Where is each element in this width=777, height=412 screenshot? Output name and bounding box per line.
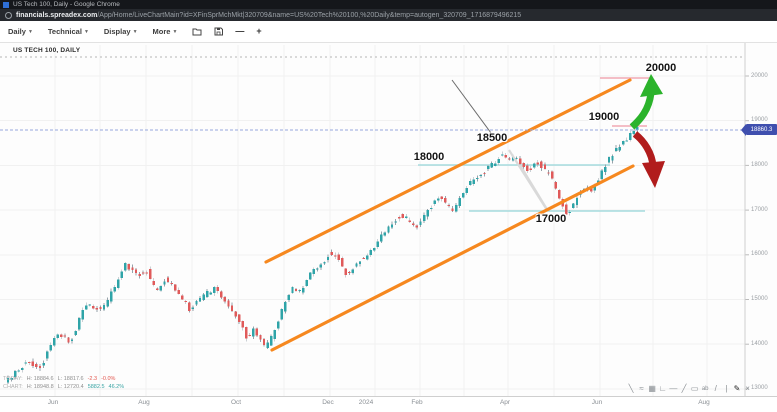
trend-channel (264, 78, 635, 352)
url-path: /App/Home/LiveChartMain?id=XFinSprMchMkt… (97, 11, 522, 19)
x-axis-tick-label: Feb (411, 399, 423, 406)
horizontal-line-tool-icon[interactable]: — (669, 384, 678, 393)
price-level-label: 19000 (588, 111, 620, 123)
candles-layer (6, 124, 639, 385)
y-axis-tick-label: 14000 (751, 340, 768, 347)
today-change-pct: -0.0% (101, 376, 116, 382)
up-arrow-icon (629, 92, 655, 130)
x-axis-tick-label: Oct (230, 399, 242, 406)
menu-daily[interactable]: Daily ▼ (8, 27, 33, 36)
today-change: -2.3 (87, 376, 98, 382)
browser-url-bar[interactable]: financials.spreadex.com/App/Home/LiveCha… (0, 9, 777, 21)
menu-technical[interactable]: Technical ▼ (47, 27, 89, 36)
delete-drawing-icon[interactable]: × (745, 384, 750, 393)
url-text[interactable]: financials.spreadex.com/App/Home/LiveCha… (16, 12, 521, 19)
pen-tool-icon[interactable]: ✎ (733, 384, 741, 393)
y-axis-tick-label: 18000 (751, 161, 768, 168)
x-axis-tick-label: Dec (322, 399, 334, 406)
legend-today-label: TODAY: (3, 376, 23, 382)
price-level-label: 17000 (535, 213, 567, 225)
save-chart-button[interactable] (214, 27, 224, 36)
down-arrow-icon (632, 131, 657, 167)
x-axis-tick-label: Apr (499, 399, 511, 406)
site-favicon (3, 1, 9, 8)
chevron-down-icon: ▼ (27, 28, 33, 35)
chart-menubar: Daily ▼ Technical ▼ Display ▼ More ▼ — + (0, 21, 777, 43)
window-title: US Tech 100, Daily - Google Chrome (13, 1, 120, 8)
gridlines (0, 45, 745, 396)
chart-change: 5882.5 (87, 383, 105, 390)
current-price-badge: 18860.3 (746, 124, 777, 135)
price-level-label: 18000 (413, 151, 445, 163)
url-domain: financials.spreadex.com (16, 11, 98, 19)
zoom-out-button[interactable]: — (235, 26, 245, 36)
chevron-down-icon: ▼ (132, 28, 138, 35)
y-axis-tick-label: 16000 (751, 251, 768, 258)
x-axis-tick-label: Aug (138, 399, 150, 406)
x-axis-tick-label: Jun (47, 399, 59, 406)
rectangle-tool-icon[interactable]: ▭ (690, 384, 699, 393)
chevron-down-icon: ▼ (83, 28, 89, 35)
y-axis-tick-label: 20000 (751, 72, 768, 79)
site-info-icon[interactable] (5, 11, 12, 19)
x-axis-tick-label: Jun (591, 399, 603, 406)
diagonal-tool-icon[interactable]: / (714, 384, 717, 393)
text-tool-icon[interactable]: ab (701, 386, 709, 392)
y-axis-tick-label: 19000 (751, 117, 768, 124)
price-level-label: 20000 (645, 62, 677, 74)
chart-title: US TECH 100, DAILY (13, 47, 81, 54)
regression-tool-icon[interactable]: ∟ (658, 384, 667, 393)
grid-tool-icon[interactable]: ▦ (648, 384, 656, 393)
price-badge-notch (741, 124, 746, 136)
x-axis-tick-label: 2024 (358, 399, 374, 406)
toolbar-separator: | (725, 384, 728, 393)
chevron-down-icon: ▼ (172, 28, 178, 35)
chart-change-pct: 46.2% (108, 383, 125, 390)
price-level-label: 18500 (476, 132, 508, 144)
open-chart-button[interactable] (192, 27, 202, 36)
trendline-tool-icon[interactable]: ╲ (628, 384, 634, 393)
legend-chart-label: CHART: (3, 383, 23, 390)
window-titlebar: US Tech 100, Daily - Google Chrome (0, 0, 777, 9)
menu-more[interactable]: More ▼ (152, 27, 178, 36)
polyline-tool-icon[interactable]: ≈ (639, 384, 644, 393)
x-axis-tick-label: Aug (698, 399, 710, 406)
y-axis-tick-label: 15000 (751, 296, 768, 302)
ray-tool-icon[interactable]: ╱ (681, 384, 687, 393)
y-axis-tick-label: 13000 (751, 385, 768, 392)
down-arrow-head (642, 161, 665, 188)
menu-display[interactable]: Display ▼ (103, 27, 138, 36)
legend-today-row: TODAY: H: 18884.6 L: 18817.6 -2.3 -0.0% (3, 376, 116, 382)
legend-chart-row: CHART: H: 18948.8 L: 12720.4 5882.5 46.2% (3, 383, 125, 390)
zoom-in-button[interactable]: + (256, 26, 262, 36)
y-axis-tick-label: 17000 (751, 206, 768, 213)
up-arrow-head (640, 74, 663, 97)
